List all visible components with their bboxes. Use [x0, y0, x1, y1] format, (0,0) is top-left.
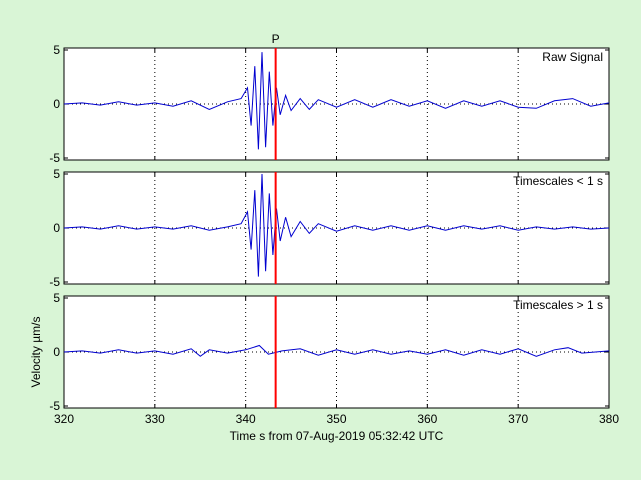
- series-line: [63, 344, 610, 357]
- y-tick-label: 0: [53, 97, 60, 111]
- y-tick-label: 0: [53, 221, 60, 235]
- x-tick-label: 370: [508, 412, 528, 426]
- panel-3: -5 0 5 Timescales > 1 s: [49, 291, 610, 413]
- x-tick-label: 350: [326, 412, 346, 426]
- x-tick-label: 380: [599, 412, 619, 426]
- series-line: [63, 52, 610, 150]
- x-tick-label: 330: [145, 412, 165, 426]
- y-tick-label: -5: [49, 399, 60, 413]
- x-tick-label: 340: [236, 412, 256, 426]
- panel-label: Raw Signal: [542, 50, 603, 64]
- y-tick-label: -5: [49, 275, 60, 289]
- panel-label: Timescales < 1 s: [513, 174, 603, 188]
- panel-label: Timescales > 1 s: [513, 298, 603, 312]
- y-tick-label: -5: [49, 151, 60, 165]
- x-tick-label: 320: [54, 412, 74, 426]
- x-axis-label: Time s from 07-Aug-2019 05:32:42 UTC: [230, 429, 444, 443]
- y-tick-label: 5: [53, 291, 60, 305]
- y-tick-label: 0: [53, 345, 60, 359]
- y-tick-label: 5: [53, 167, 60, 181]
- y-axis-label: Velocity µm/s: [29, 317, 43, 388]
- pick-label: P: [272, 32, 280, 46]
- series-line: [63, 173, 610, 277]
- y-tick-label: 5: [53, 43, 60, 57]
- panels-group: -5 0 5 Raw Signal -5 0 5 Timescales < 1 s -5 0 5 Ti…: [49, 43, 619, 426]
- panel-2: -5 0 5 Timescales < 1 s: [49, 167, 610, 289]
- panel-1: -5 0 5 Raw Signal: [49, 43, 610, 165]
- x-tick-label: 360: [417, 412, 437, 426]
